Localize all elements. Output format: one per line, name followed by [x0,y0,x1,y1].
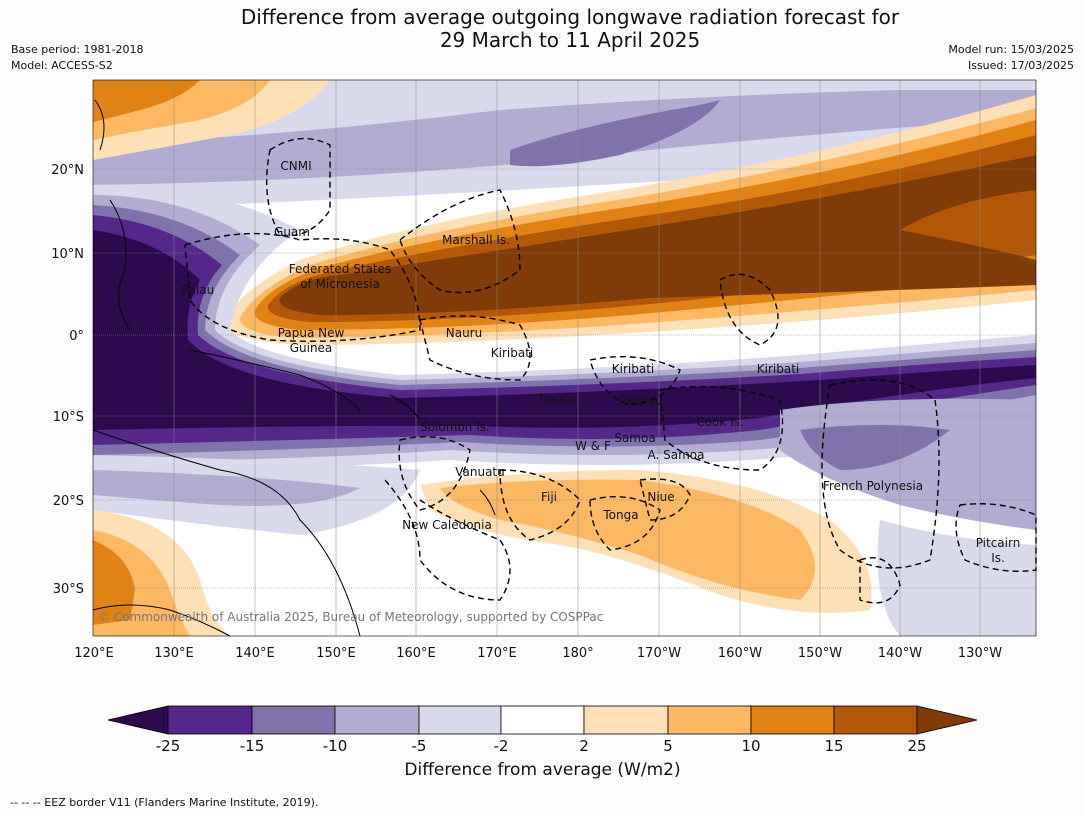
label-fiji: Fiji [541,490,557,504]
colorbar-extend-low [107,705,169,735]
lat-tick: 0° [69,329,84,344]
colorbar-tick: -5 [412,737,427,755]
label-kiribati-west: Kiribati [491,346,533,360]
label-samoa: Samoa [614,431,655,445]
label-vanuatu: Vanuatu [455,465,505,479]
label-kiribati-east: Kiribati [757,362,799,376]
label-fsm-line1: Federated States [289,262,391,276]
label-solomon-is: Solomon Is. [420,420,490,434]
lon-tick: 150°E [316,646,356,661]
label-french-polynesia: French Polynesia [823,479,923,493]
label-niue: Niue [647,490,674,504]
region-labels: CNMI Guam Marshall Is. Federated States … [182,159,1020,565]
lon-tick: 140°W [878,646,922,661]
model-run: Model run: 15/03/2025 [948,43,1074,56]
colorbar-tick: -25 [156,737,181,755]
lon-tick: 130°E [154,646,194,661]
colorbar-tick: -2 [494,737,509,755]
anomaly-field [93,80,1036,636]
lon-tick: 150°W [798,646,842,661]
colorbar: -25 -15 -10 -5 -2 2 5 10 15 25 [107,705,978,755]
lon-tick: 160°W [718,646,762,661]
colorbar-extend-high [916,705,978,735]
colorbar-segment [167,705,253,735]
coastlines [92,99,496,637]
colorbar-tick: 15 [824,737,843,755]
copyright-notice: © Commonwealth of Australia 2025, Bureau… [98,610,603,624]
label-palau: Palau [182,283,214,297]
colorbar-segment [418,705,502,735]
lat-tick: 10°N [51,247,84,262]
colorbar-segment [251,705,336,735]
title-line-1: Difference from average outgoing longwav… [240,5,900,29]
colorbar-tick: 10 [741,737,760,755]
map-frame [92,79,1037,637]
issued-date: Issued: 17/03/2025 [967,59,1074,72]
lat-tick: 30°S [53,582,84,597]
lon-tick: 170°E [477,646,517,661]
label-tokelau: Tokelau [617,394,663,408]
colorbar-tick: 25 [907,737,926,755]
colorbar-tick: 2 [579,737,589,755]
colorbar-tick: 5 [663,737,673,755]
colorbar-segment [833,705,918,735]
meta-left: Base period: 1981-2018 Model: ACCESS-S2 [11,42,143,74]
lon-tick: 170°W [637,646,681,661]
label-pitcairn-line2: Is. [991,551,1005,565]
lat-tick-labels: 20°N 10°N 0° 10°S 20°S 30°S [51,163,84,597]
base-period: Base period: 1981-2018 [11,43,144,56]
lon-tick: 180° [562,646,593,661]
colorbar-segment [334,705,420,735]
eez-footnote: -- -- -- EEZ border V11 (Flanders Marine… [10,796,319,809]
label-wallis-futuna: W & F [575,439,611,453]
label-american-samoa: A. Samoa [648,448,705,462]
lat-tick: 20°S [53,494,84,509]
meta-right: Model run: 15/03/2025 Issued: 17/03/2025 [948,42,1074,74]
lat-tick: 10°S [53,410,84,425]
lon-tick: 160°E [396,646,436,661]
colorbar-segment [583,705,669,735]
label-tonga: Tonga [602,508,638,522]
lat-tick: 20°N [51,163,84,178]
label-kiribati-central: Kiribati [612,362,654,376]
label-cnmi: CNMI [280,159,311,173]
colorbar-tick: -15 [240,737,265,755]
label-pitcairn-line1: Pitcairn [976,536,1021,550]
label-cook-is: Cook Is. [696,415,743,429]
label-png-line2: Guinea [290,341,333,355]
colorbar-segment [667,705,752,735]
model-name: Model: ACCESS-S2 [11,59,113,72]
map-title: Difference from average outgoing longwav… [0,6,1085,52]
lon-tick: 130°W [958,646,1002,661]
label-fsm-line2: of Micronesia [300,277,380,291]
lon-tick-labels: 120°E 130°E 140°E 150°E 160°E 170°E 180°… [74,646,1002,661]
label-nauru: Nauru [446,326,482,340]
colorbar-tick: -10 [323,737,348,755]
lon-tick: 120°E [74,646,114,661]
label-tuvalu: Tuvalu [537,392,577,406]
colorbar-segment [500,705,585,735]
label-guam: Guam [274,225,310,239]
eez-borders [184,137,1037,604]
gridlines [93,80,1036,636]
lon-tick: 140°E [235,646,275,661]
colorbar-segment [750,705,835,735]
colorbar-title: Difference from average (W/m2) [404,760,681,780]
title-line-2: 29 March to 11 April 2025 [439,28,701,52]
label-marshall-is: Marshall Is. [442,233,510,247]
label-png-line1: Papua New [278,326,345,340]
label-new-caledonia: New Caledonia [402,518,492,532]
